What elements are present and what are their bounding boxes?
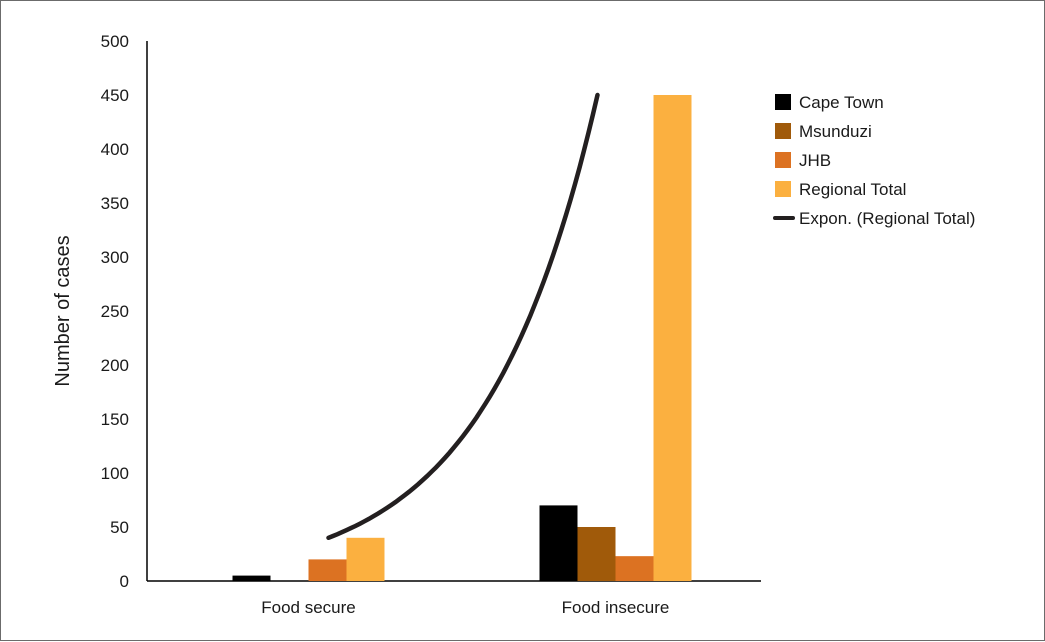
- legend-label-regional-total: Regional Total: [799, 180, 906, 199]
- bars: [232, 95, 692, 581]
- y-tick-label-200: 200: [101, 356, 129, 375]
- y-axis-title: Number of cases: [52, 235, 74, 386]
- y-tick-label-50: 50: [110, 518, 129, 537]
- y-tick-label-0: 0: [120, 572, 129, 591]
- bar-regional-total-food-secure: [346, 537, 385, 581]
- legend-swatch-msunduzi: [775, 123, 791, 139]
- bar-regional-total-food-insecure: [653, 95, 692, 581]
- legend-label-msunduzi: Msunduzi: [799, 122, 872, 141]
- x-tick-label-food-secure: Food secure: [261, 598, 356, 617]
- y-tick-label-350: 350: [101, 194, 129, 213]
- y-tick-label-100: 100: [101, 464, 129, 483]
- legend: Cape Town Msunduzi JHB Regional Total Expon.…: [773, 93, 975, 228]
- trendline: [326, 92, 600, 541]
- legend-swatch-regional-total: [775, 181, 791, 197]
- y-tick-labels: 0 50 100 150 200 250 300 350 400 450 500: [101, 32, 129, 591]
- y-tick-label-500: 500: [101, 32, 129, 51]
- legend-swatch-jhb: [775, 152, 791, 168]
- bar-jhb-food-secure: [308, 559, 347, 581]
- y-tick-label-150: 150: [101, 410, 129, 429]
- x-tick-label-food-insecure: Food insecure: [562, 598, 670, 617]
- bar-cape-town-food-secure: [232, 575, 271, 581]
- bar-msunduzi-food-insecure: [577, 527, 616, 581]
- legend-label-trendline: Expon. (Regional Total): [799, 209, 975, 228]
- y-tick-label-250: 250: [101, 302, 129, 321]
- y-tick-label-300: 300: [101, 248, 129, 267]
- bar-jhb-food-insecure: [615, 556, 654, 581]
- y-tick-label-450: 450: [101, 86, 129, 105]
- bar-cape-town-food-insecure: [539, 505, 578, 581]
- x-tick-labels: Food secure Food insecure: [261, 598, 669, 617]
- legend-label-jhb: JHB: [799, 151, 831, 170]
- legend-swatch-cape-town: [775, 94, 791, 110]
- legend-label-cape-town: Cape Town: [799, 93, 884, 112]
- y-tick-label-400: 400: [101, 140, 129, 159]
